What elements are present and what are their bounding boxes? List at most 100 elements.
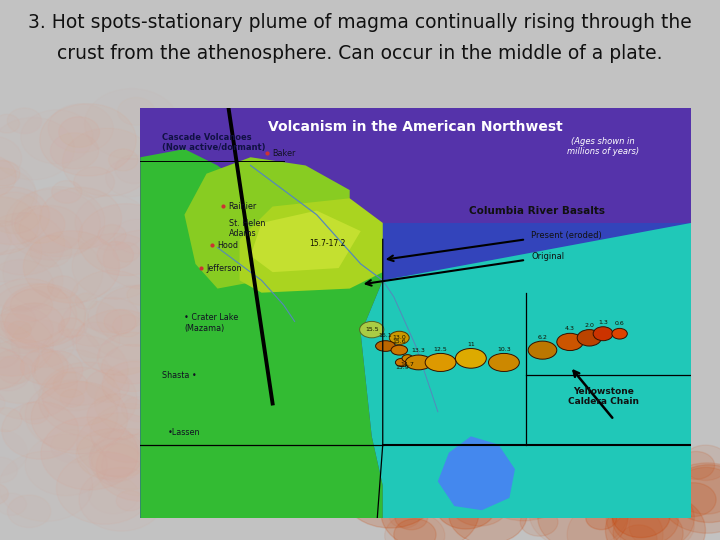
Circle shape — [30, 236, 72, 267]
Circle shape — [52, 180, 82, 203]
Circle shape — [436, 484, 496, 529]
Circle shape — [370, 444, 462, 514]
Circle shape — [75, 293, 97, 309]
Circle shape — [0, 457, 17, 483]
Circle shape — [499, 455, 552, 495]
Ellipse shape — [390, 331, 409, 345]
Circle shape — [579, 441, 645, 491]
Circle shape — [102, 345, 165, 391]
Circle shape — [58, 318, 85, 338]
Text: 16.1: 16.1 — [379, 333, 392, 338]
Text: St. Helen
Adams: St. Helen Adams — [228, 219, 265, 238]
Circle shape — [106, 159, 156, 197]
Circle shape — [91, 444, 142, 482]
Circle shape — [390, 505, 420, 528]
Circle shape — [20, 402, 49, 424]
Circle shape — [0, 392, 5, 415]
Circle shape — [613, 496, 678, 540]
Text: crust from the athenosphere. Can occur in the middle of a plate.: crust from the athenosphere. Can occur i… — [58, 44, 662, 63]
Circle shape — [5, 189, 100, 260]
Circle shape — [0, 160, 20, 186]
Text: Original: Original — [531, 252, 564, 261]
Circle shape — [0, 483, 9, 505]
Circle shape — [671, 483, 716, 517]
Circle shape — [98, 225, 126, 246]
Circle shape — [510, 480, 562, 518]
Circle shape — [122, 397, 155, 422]
Circle shape — [59, 117, 99, 147]
Ellipse shape — [488, 353, 519, 372]
Circle shape — [53, 372, 88, 397]
Circle shape — [0, 222, 12, 258]
Text: 0.6: 0.6 — [615, 321, 624, 326]
Circle shape — [407, 449, 441, 474]
Circle shape — [453, 431, 524, 484]
Circle shape — [97, 241, 133, 269]
Circle shape — [0, 155, 17, 198]
Circle shape — [50, 133, 99, 169]
Circle shape — [97, 332, 166, 384]
Text: 1.3: 1.3 — [598, 320, 608, 325]
Circle shape — [0, 279, 71, 342]
Circle shape — [537, 455, 574, 483]
Circle shape — [675, 467, 720, 514]
Circle shape — [103, 230, 181, 289]
Ellipse shape — [612, 328, 627, 339]
Circle shape — [1, 402, 78, 459]
Text: 15.5: 15.5 — [365, 327, 379, 332]
Circle shape — [7, 108, 42, 133]
Ellipse shape — [391, 345, 408, 355]
Polygon shape — [251, 211, 361, 272]
Text: •Lassen: •Lassen — [168, 428, 200, 437]
Text: 6.2: 6.2 — [538, 334, 547, 340]
Circle shape — [21, 110, 93, 164]
Polygon shape — [140, 108, 691, 223]
Circle shape — [72, 322, 120, 358]
Circle shape — [35, 335, 128, 405]
Ellipse shape — [405, 355, 432, 370]
Circle shape — [79, 468, 163, 531]
Circle shape — [0, 118, 74, 180]
Polygon shape — [240, 198, 383, 293]
Circle shape — [487, 475, 544, 517]
Circle shape — [0, 408, 22, 431]
Circle shape — [8, 321, 31, 339]
Circle shape — [96, 434, 186, 501]
Circle shape — [73, 167, 114, 198]
Circle shape — [4, 303, 65, 348]
Circle shape — [596, 471, 630, 496]
Circle shape — [0, 451, 93, 522]
Circle shape — [439, 453, 514, 510]
Circle shape — [0, 249, 63, 312]
Circle shape — [343, 457, 437, 528]
Ellipse shape — [456, 348, 486, 368]
Circle shape — [40, 187, 122, 249]
Polygon shape — [361, 223, 691, 518]
Text: 11: 11 — [467, 342, 474, 347]
Circle shape — [2, 284, 86, 347]
Circle shape — [76, 309, 163, 375]
Circle shape — [41, 417, 138, 490]
Circle shape — [0, 314, 53, 376]
Circle shape — [10, 289, 53, 321]
Text: 13.0: 13.0 — [392, 335, 406, 340]
Circle shape — [127, 285, 154, 305]
Text: Columbia River Basalts: Columbia River Basalts — [469, 206, 605, 217]
Circle shape — [112, 315, 143, 337]
Circle shape — [432, 483, 463, 507]
Circle shape — [61, 301, 122, 346]
Circle shape — [449, 485, 527, 540]
Circle shape — [87, 394, 148, 440]
Circle shape — [1, 287, 89, 353]
Circle shape — [0, 340, 63, 403]
Circle shape — [12, 187, 105, 256]
Text: 13.3: 13.3 — [412, 348, 426, 353]
Circle shape — [559, 445, 593, 470]
Circle shape — [90, 438, 141, 476]
Text: Cascade Volcanoes
(Now active/dormant): Cascade Volcanoes (Now active/dormant) — [163, 133, 266, 152]
Circle shape — [613, 507, 683, 540]
Circle shape — [0, 355, 35, 383]
Circle shape — [520, 508, 558, 536]
Circle shape — [23, 231, 120, 303]
Text: Present (eroded): Present (eroded) — [531, 231, 602, 240]
